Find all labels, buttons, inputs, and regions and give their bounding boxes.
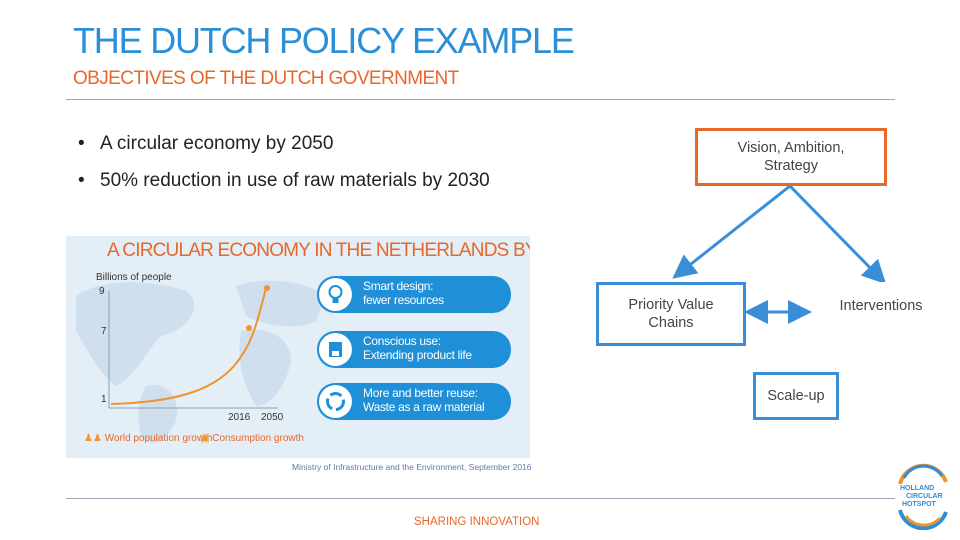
priority-line2: Chains: [648, 315, 694, 331]
world-map-background: [76, 280, 511, 444]
x-tick-label: 2050: [261, 412, 284, 423]
pill-line2: Waste as a raw material: [363, 400, 485, 414]
bullet-item: • 50% reduction in use of raw materials b…: [78, 170, 490, 191]
y-tick-label: 1: [101, 394, 107, 405]
page-title: THE DUTCH POLICY EXAMPLE: [73, 20, 575, 61]
shopping-bag-icon: ▣: [200, 433, 210, 444]
interventions-box: Interventions: [822, 282, 940, 330]
vision-line1: Vision, Ambition,: [737, 140, 845, 156]
pill-line1: Conscious use:: [363, 334, 441, 348]
holland-circular-hotspot-logo: HOLLAND CIRCULAR HOTSPOT: [890, 462, 956, 531]
pill-reuse: More and better reuse: Waste as a raw mat…: [317, 383, 511, 420]
arrow-to-priority: [672, 184, 791, 279]
pill-line2: Extending product life: [363, 348, 472, 362]
infographic-source: Ministry of Infrastructure and the Envir…: [292, 462, 532, 472]
pill-line2: fewer resources: [363, 293, 444, 307]
y-tick-label: 7: [101, 326, 107, 337]
x-tick-label: 2016: [228, 412, 251, 423]
point-2050: [264, 285, 270, 291]
pill-smart-design: Smart design: fewer resources: [317, 276, 511, 313]
growth-chart: [108, 285, 278, 409]
priority-line1: Priority Value: [628, 297, 714, 313]
point-2016: [246, 325, 252, 331]
footer-text: SHARING INNOVATION: [414, 516, 540, 528]
legend-label: Consumption growth: [212, 433, 304, 444]
pill-line1: Smart design:: [363, 279, 434, 293]
logo-line2: CIRCULAR: [906, 493, 943, 500]
people-icon: ♟♟: [84, 433, 102, 444]
logo-line1: HOLLAND: [900, 485, 935, 492]
infographic-title: A CIRCULAR ECONOMY IN THE NETHERLANDS BY…: [107, 240, 530, 261]
bullet-item: • A circular economy by 2050: [78, 133, 334, 154]
priority-value-chains-box: Priority Value Chains: [596, 282, 746, 346]
circular-economy-infographic: A CIRCULAR ECONOMY IN THE NETHERLANDS BY…: [66, 236, 530, 458]
logo-line3: HOTSPOT: [902, 501, 936, 508]
vision-line2: Strategy: [764, 158, 818, 174]
infographic-y-label: Billions of people: [96, 272, 172, 283]
population-curve: [110, 287, 267, 405]
footer-divider: [66, 498, 895, 499]
recycle-icon: [319, 385, 352, 418]
scaleup-label: Scale-up: [767, 388, 825, 404]
pill-conscious-use: Conscious use: Extending product life: [317, 331, 511, 368]
logo-rings: [898, 463, 948, 531]
bullet-text: 50% reduction in use of raw materials by…: [100, 170, 490, 191]
interventions-label: Interventions: [839, 298, 923, 314]
coffee-machine-icon: [319, 333, 352, 366]
header-divider: [66, 99, 895, 100]
arrow-to-interventions: [788, 184, 887, 285]
bullet-text: A circular economy by 2050: [100, 133, 334, 154]
legend-consumption: ▣ Consumption growth: [200, 433, 304, 444]
pill-line1: More and better reuse:: [363, 386, 478, 400]
legend-label: World population growth: [104, 433, 213, 444]
y-tick-label: 9: [99, 286, 105, 297]
lightbulb-icon: [319, 278, 352, 311]
legend-population: ♟♟ World population growth: [84, 433, 212, 444]
vision-box: Vision, Ambition, Strategy: [695, 128, 887, 186]
page-subtitle: OBJECTIVES OF THE DUTCH GOVERNMENT: [73, 68, 459, 89]
scale-up-box: Scale-up: [753, 372, 839, 420]
